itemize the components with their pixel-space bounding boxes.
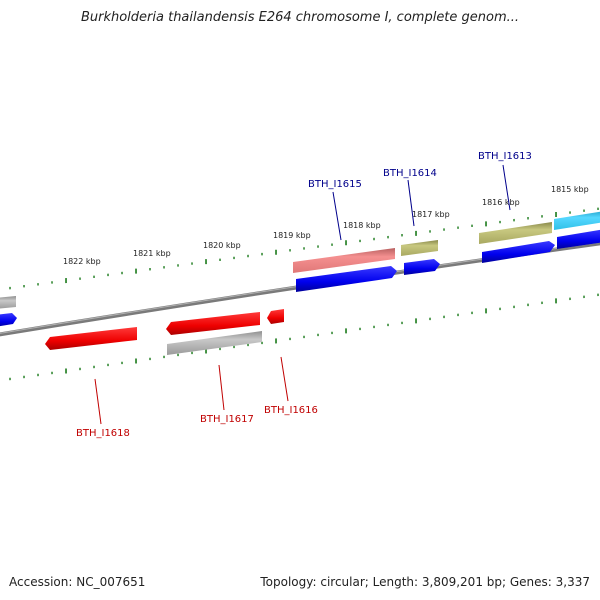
reverse-gene-track xyxy=(167,331,262,355)
cds-arrow[interactable] xyxy=(166,312,260,335)
gene-bar[interactable] xyxy=(167,331,262,355)
forward-gene-track xyxy=(0,211,600,309)
kbp-label: 1819 kbp xyxy=(273,231,311,240)
accession-text: Accession: NC_007651 xyxy=(9,575,146,589)
forward-cds-track xyxy=(0,229,600,327)
gene-label-reverse[interactable]: BTH_I1617 xyxy=(200,414,254,425)
cds-arrow[interactable] xyxy=(482,241,555,263)
cds-arrow[interactable] xyxy=(404,259,440,275)
gene-label-forward[interactable]: BTH_I1613 xyxy=(478,151,532,162)
gene-label-reverse[interactable]: BTH_I1616 xyxy=(264,405,318,416)
leader-line xyxy=(332,191,342,241)
leader-line xyxy=(280,356,289,402)
leader-line xyxy=(94,378,102,425)
kbp-label: 1822 kbp xyxy=(63,257,101,266)
kbp-label: 1821 kbp xyxy=(133,249,171,258)
gene-bar[interactable] xyxy=(293,248,395,273)
cds-arrow[interactable] xyxy=(0,313,17,327)
leader-line xyxy=(502,164,511,211)
genome-summary-text: Topology: circular; Length: 3,809,201 bp… xyxy=(260,575,590,589)
gene-labels: BTH_I1615 BTH_I1614 BTH_I1613 BTH_I1618 … xyxy=(76,151,532,439)
gene-bar[interactable] xyxy=(479,222,552,244)
gene-bar[interactable] xyxy=(554,211,600,230)
kbp-label: 1816 kbp xyxy=(482,198,520,207)
cds-arrow[interactable] xyxy=(296,266,397,292)
leader-line xyxy=(407,179,415,227)
kbp-label: 1818 kbp xyxy=(343,221,381,230)
kbp-labels: 1822 kbp 1821 kbp 1820 kbp 1819 kbp 1818… xyxy=(63,185,589,266)
gene-bar[interactable] xyxy=(401,240,438,256)
leader-line xyxy=(218,364,225,411)
gene-bar[interactable] xyxy=(0,296,16,309)
map-title: Burkholderia thailandensis E264 chromoso… xyxy=(80,10,520,25)
gene-label-forward[interactable]: BTH_I1615 xyxy=(308,179,362,190)
kbp-label: 1817 kbp xyxy=(412,210,450,219)
gene-label-reverse[interactable]: BTH_I1618 xyxy=(76,428,130,439)
gene-label-forward[interactable]: BTH_I1614 xyxy=(383,168,437,179)
kbp-label: 1815 kbp xyxy=(551,185,589,194)
outer-tick-ring xyxy=(9,207,599,290)
kbp-label: 1820 kbp xyxy=(203,241,241,250)
cds-arrow[interactable] xyxy=(267,309,284,324)
cds-arrow[interactable] xyxy=(557,229,600,249)
label-leaders xyxy=(94,164,511,425)
reverse-cds-track xyxy=(45,309,284,350)
inner-tick-ring xyxy=(9,293,599,381)
cds-arrow[interactable] xyxy=(45,327,137,350)
